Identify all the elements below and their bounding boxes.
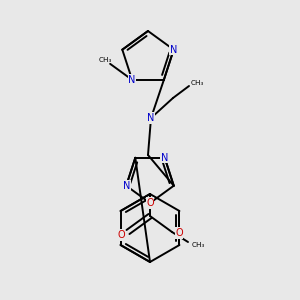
Text: N: N (170, 45, 177, 55)
Text: N: N (147, 113, 155, 123)
Text: CH₃: CH₃ (98, 57, 112, 63)
Text: N: N (122, 181, 130, 191)
Text: O: O (146, 198, 154, 208)
Text: CH₃: CH₃ (191, 242, 205, 248)
Text: N: N (128, 75, 136, 85)
Text: O: O (175, 228, 183, 238)
Text: CH₃: CH₃ (190, 80, 204, 86)
Text: N: N (161, 153, 168, 163)
Text: O: O (117, 230, 125, 240)
